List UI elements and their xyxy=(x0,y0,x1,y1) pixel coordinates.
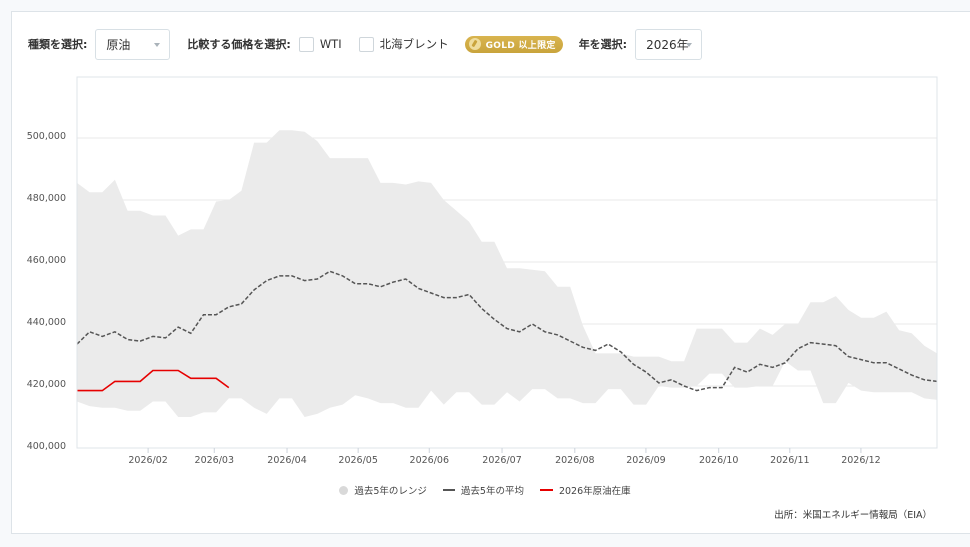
x-tick-label: 2026/09 xyxy=(626,455,666,466)
chevron-down-icon xyxy=(686,42,693,47)
type-label: 種類を選択: xyxy=(28,38,88,51)
gold-badge-text: GOLD 以上限定 xyxy=(485,40,556,51)
legend-range-label: 過去5年のレンジ xyxy=(354,486,427,497)
x-tick-label: 2026/08 xyxy=(555,455,595,466)
range-swatch-icon xyxy=(339,485,349,495)
wti-checkbox-label[interactable]: WTI xyxy=(319,37,342,51)
chart-legend: 過去5年のレンジ 過去5年の平均 2026年原油在庫 xyxy=(0,483,970,497)
x-tick-label: 2026/06 xyxy=(409,455,449,466)
legend-current-label: 2026年原油在庫 xyxy=(558,486,631,497)
type-select[interactable]: 原油 xyxy=(95,28,171,60)
current-swatch-icon xyxy=(539,489,553,491)
x-tick-label: 2026/10 xyxy=(698,455,739,466)
gold-medal-icon xyxy=(468,38,481,50)
x-tick-label: 2026/02 xyxy=(128,455,168,466)
y-tick-label: 440,000 xyxy=(26,317,66,328)
chevron-down-icon xyxy=(154,42,161,47)
x-tick-label: 2026/07 xyxy=(482,455,522,466)
brent-checkbox[interactable] xyxy=(358,36,374,52)
brent-checkbox-label[interactable]: 北海ブレント xyxy=(379,37,449,51)
legend-average-label: 過去5年の平均 xyxy=(460,486,524,497)
current-year-line xyxy=(77,369,230,392)
legend-item-current[interactable]: 2026年原油在庫 xyxy=(539,483,631,497)
legend-item-average[interactable]: 過去5年の平均 xyxy=(442,483,524,497)
y-tick-label: 480,000 xyxy=(26,193,66,204)
range-area xyxy=(77,130,937,418)
y-tick-label: 460,000 xyxy=(26,255,66,266)
gold-badge[interactable]: GOLD 以上限定 xyxy=(464,35,563,53)
y-tick-label: 500,000 xyxy=(26,131,66,142)
compare-label: 比較する価格を選択: xyxy=(187,38,291,51)
data-source: 出所：米国エネルギー情報局（EIA） xyxy=(774,510,932,521)
y-tick-label: 400,000 xyxy=(26,441,66,452)
x-tick-label: 2026/12 xyxy=(841,455,881,466)
legend-item-range[interactable]: 過去5年のレンジ xyxy=(339,483,427,497)
plot-frame xyxy=(76,76,938,449)
x-tick-label: 2026/11 xyxy=(770,455,810,466)
wti-checkbox[interactable] xyxy=(298,36,314,52)
average-line xyxy=(76,270,938,392)
x-axis-ticks xyxy=(147,448,862,453)
year-select-value: 2026年 xyxy=(646,37,689,52)
average-swatch-icon xyxy=(442,489,455,491)
year-select[interactable]: 2026年 xyxy=(635,28,703,60)
filter-bar: 種類を選択: 原油 比較する価格を選択: WTI 北海ブレント GOLD 以上限… xyxy=(28,28,703,60)
x-tick-label: 2026/03 xyxy=(194,455,234,466)
year-label: 年を選択: xyxy=(578,38,628,51)
y-tick-label: 420,000 xyxy=(26,379,66,390)
type-select-value: 原油 xyxy=(106,37,131,52)
x-tick-label: 2026/04 xyxy=(267,455,307,466)
x-tick-label: 2026/05 xyxy=(338,455,378,466)
